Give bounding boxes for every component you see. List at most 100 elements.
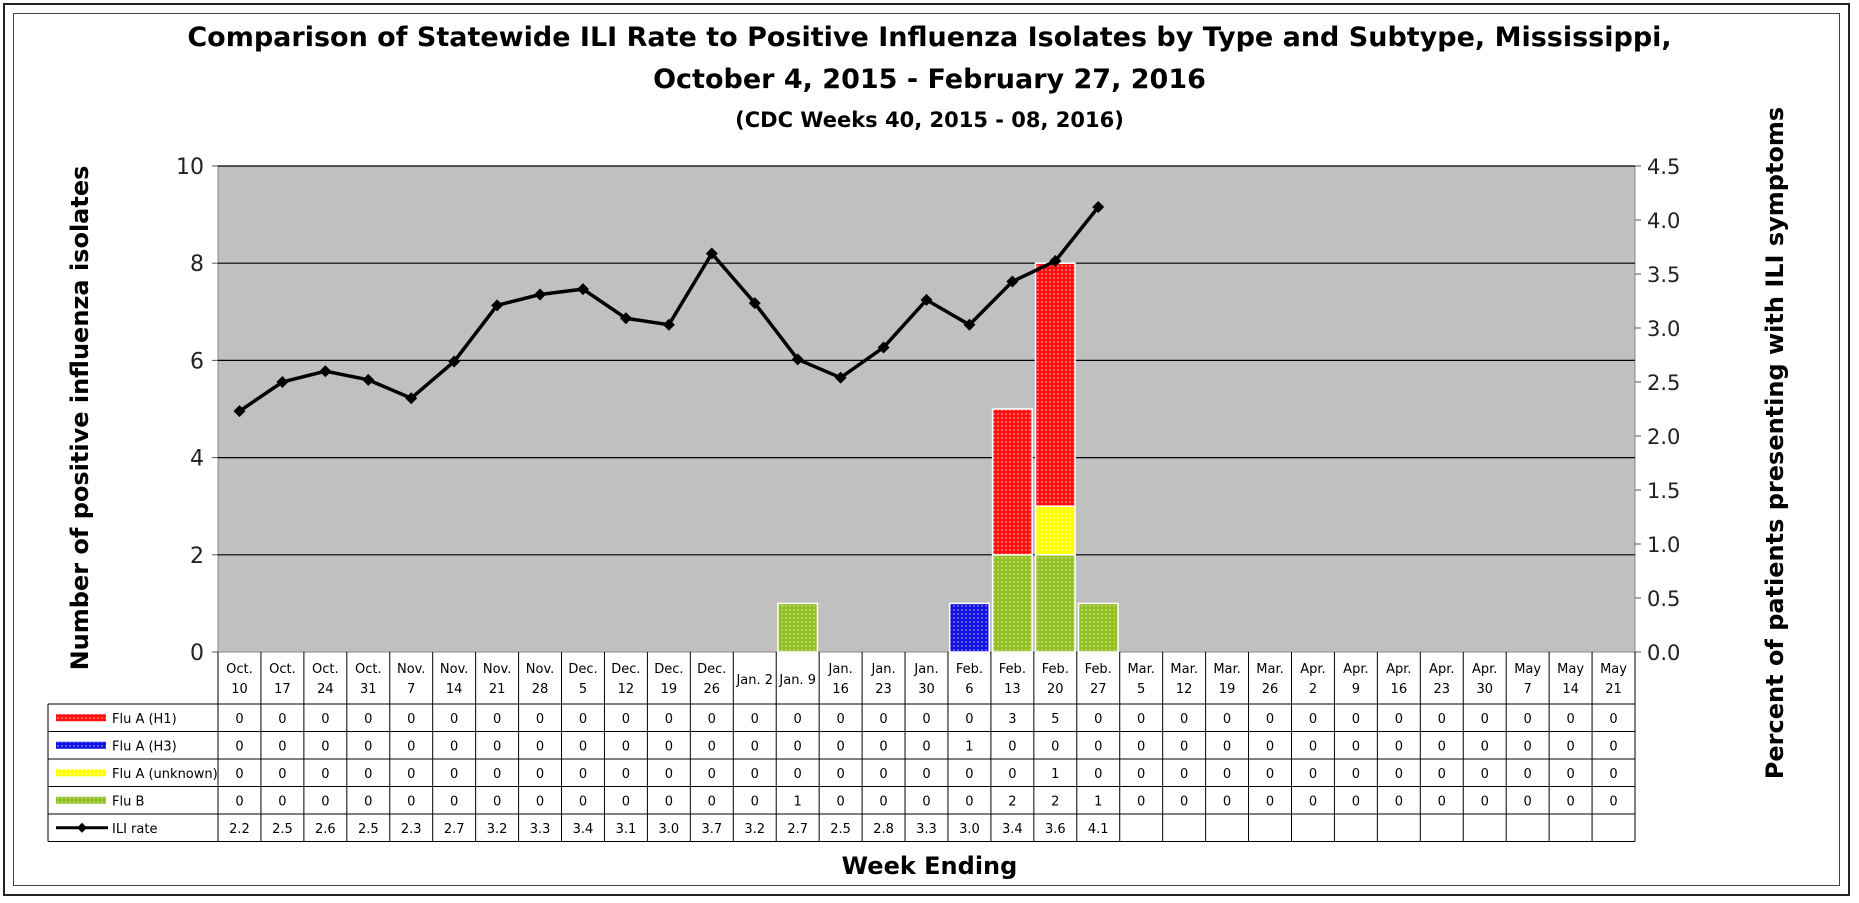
x-tick-label: 21	[489, 682, 506, 697]
table-cell-flu-b: 0	[922, 794, 930, 809]
table-cell-flu-a-h1: 0	[1137, 712, 1145, 727]
table-cell-flu-a-h3: 0	[235, 739, 243, 754]
table-cell-flu-a-h1: 0	[1609, 712, 1617, 727]
table-cell-flu-a-h1: 0	[536, 712, 544, 727]
table-cell-flu-b: 0	[536, 794, 544, 809]
table-cell-flu-b: 2	[1008, 794, 1016, 809]
table-cell-flu-a-h1: 0	[751, 712, 759, 727]
table-cell-flu-a-h3: 0	[278, 739, 286, 754]
x-tick-label: Dec.	[697, 662, 726, 677]
x-tick-label: 2	[1309, 682, 1317, 697]
ili-rate-marker	[233, 405, 246, 418]
legend-key-texture	[56, 741, 106, 749]
table-cell-flu-a-h1: 0	[407, 712, 415, 727]
ili-rate-marker	[748, 297, 761, 310]
x-tick-label: 7	[1524, 682, 1532, 697]
x-tick-label: Feb.	[999, 662, 1026, 677]
y-tick-label-right: 1.0	[1647, 533, 1680, 557]
legend-label-flu-a-unknown: Flu A (unknown)	[112, 767, 218, 782]
bar-flu-a-h3-texture	[949, 603, 990, 652]
table-cell-flu-a-h3: 0	[321, 739, 329, 754]
x-tick-label: 14	[1562, 682, 1579, 697]
table-cell-flu-a-unknown: 0	[879, 767, 887, 782]
chart-title-line2: October 4, 2015 - February 27, 2016	[653, 64, 1206, 95]
table-cell-flu-a-h3: 0	[364, 739, 372, 754]
legend-label-ili-rate: ILI rate	[112, 822, 157, 837]
table-cell-flu-a-unknown: 0	[1266, 767, 1274, 782]
ili-rate-marker	[276, 376, 289, 388]
table-cell-ili-rate: 2.6	[315, 822, 336, 837]
x-tick-label: 5	[1137, 682, 1145, 697]
ili-rate-marker	[791, 353, 804, 366]
table-cell-flu-b: 0	[1438, 794, 1446, 809]
x-tick-label: Jan. 2	[735, 673, 773, 688]
table-cell-ili-rate: 2.5	[358, 822, 379, 837]
table-cell-flu-a-h1: 0	[794, 712, 802, 727]
table-cell-flu-b: 0	[751, 794, 759, 809]
table-cell-flu-a-unknown: 0	[922, 767, 930, 782]
table-cell-flu-b: 0	[579, 794, 587, 809]
y-tick-label-right: 0.5	[1647, 587, 1680, 611]
ili-rate-marker	[963, 318, 976, 331]
legend-key-texture	[56, 714, 106, 722]
table-cell-flu-a-unknown: 0	[965, 767, 973, 782]
x-tick-label: 19	[661, 682, 678, 697]
x-tick-label: Dec.	[654, 662, 683, 677]
table-cell-flu-a-unknown: 0	[536, 767, 544, 782]
table-cell-flu-a-h3: 0	[1266, 739, 1274, 754]
table-cell-flu-a-unknown: 0	[622, 767, 630, 782]
table-cell-flu-a-h1: 0	[1180, 712, 1188, 727]
table-cell-flu-b: 0	[1137, 794, 1145, 809]
table-cell-ili-rate: 2.8	[873, 822, 894, 837]
table-cell-flu-b: 0	[278, 794, 286, 809]
table-cell-flu-a-h3: 0	[708, 739, 716, 754]
table-cell-flu-a-h3: 0	[1395, 739, 1403, 754]
y-tick-label-left: 4	[190, 447, 204, 472]
x-tick-label: Oct.	[312, 662, 339, 677]
table-cell-flu-a-h3: 0	[1137, 739, 1145, 754]
table-cell-flu-a-h1: 0	[278, 712, 286, 727]
table-cell-flu-a-h1: 0	[321, 712, 329, 727]
table-cell-flu-a-h1: 0	[1094, 712, 1102, 727]
table-cell-flu-a-h3: 0	[836, 739, 844, 754]
table-cell-flu-a-h3: 1	[965, 739, 973, 754]
table-cell-ili-rate: 3.7	[701, 822, 722, 837]
x-tick-label: 9	[1352, 682, 1360, 697]
table-cell-flu-a-unknown: 0	[1438, 767, 1446, 782]
x-tick-label: Oct.	[355, 662, 382, 677]
table-cell-flu-b: 0	[879, 794, 887, 809]
bar-flu-a-unknown-texture	[1035, 506, 1076, 555]
y-tick-label-left: 8	[190, 252, 204, 277]
table-cell-flu-a-h1: 0	[1223, 712, 1231, 727]
chart-inner-border	[13, 13, 1840, 886]
ili-rate-marker	[877, 341, 890, 354]
table-cell-flu-a-unknown: 0	[1223, 767, 1231, 782]
table-cell-flu-a-h1: 3	[1008, 712, 1016, 727]
table-cell-flu-a-h1: 0	[235, 712, 243, 727]
table-cell-flu-a-unknown: 0	[1008, 767, 1016, 782]
table-cell-flu-a-h3: 0	[751, 739, 759, 754]
x-tick-label: Nov.	[397, 662, 426, 677]
table-cell-ili-rate: 3.1	[616, 822, 637, 837]
y-tick-label-left: 10	[176, 155, 204, 180]
x-tick-label: 13	[1004, 682, 1021, 697]
ili-rate-marker	[1006, 275, 1019, 288]
table-cell-flu-b: 0	[1352, 794, 1360, 809]
table-cell-flu-b: 2	[1051, 794, 1059, 809]
x-tick-label: Mar.	[1170, 662, 1197, 677]
table-cell-ili-rate: 2.5	[272, 822, 293, 837]
ili-rate-marker	[619, 312, 632, 325]
ili-rate-marker	[1049, 255, 1062, 268]
table-cell-flu-a-h1: 0	[1309, 712, 1317, 727]
ili-rate-marker	[491, 299, 504, 312]
table-cell-flu-a-unknown: 0	[751, 767, 759, 782]
table-cell-flu-a-unknown: 0	[450, 767, 458, 782]
ili-rate-marker	[920, 293, 933, 306]
x-axis-label: Week Ending	[841, 852, 1018, 880]
ili-rate-marker	[362, 373, 375, 386]
table-cell-flu-a-h3: 0	[1438, 739, 1446, 754]
table-cell-flu-a-h1: 0	[965, 712, 973, 727]
table-cell-flu-b: 0	[836, 794, 844, 809]
ili-rate-marker	[834, 371, 847, 384]
table-cell-flu-b: 0	[493, 794, 501, 809]
